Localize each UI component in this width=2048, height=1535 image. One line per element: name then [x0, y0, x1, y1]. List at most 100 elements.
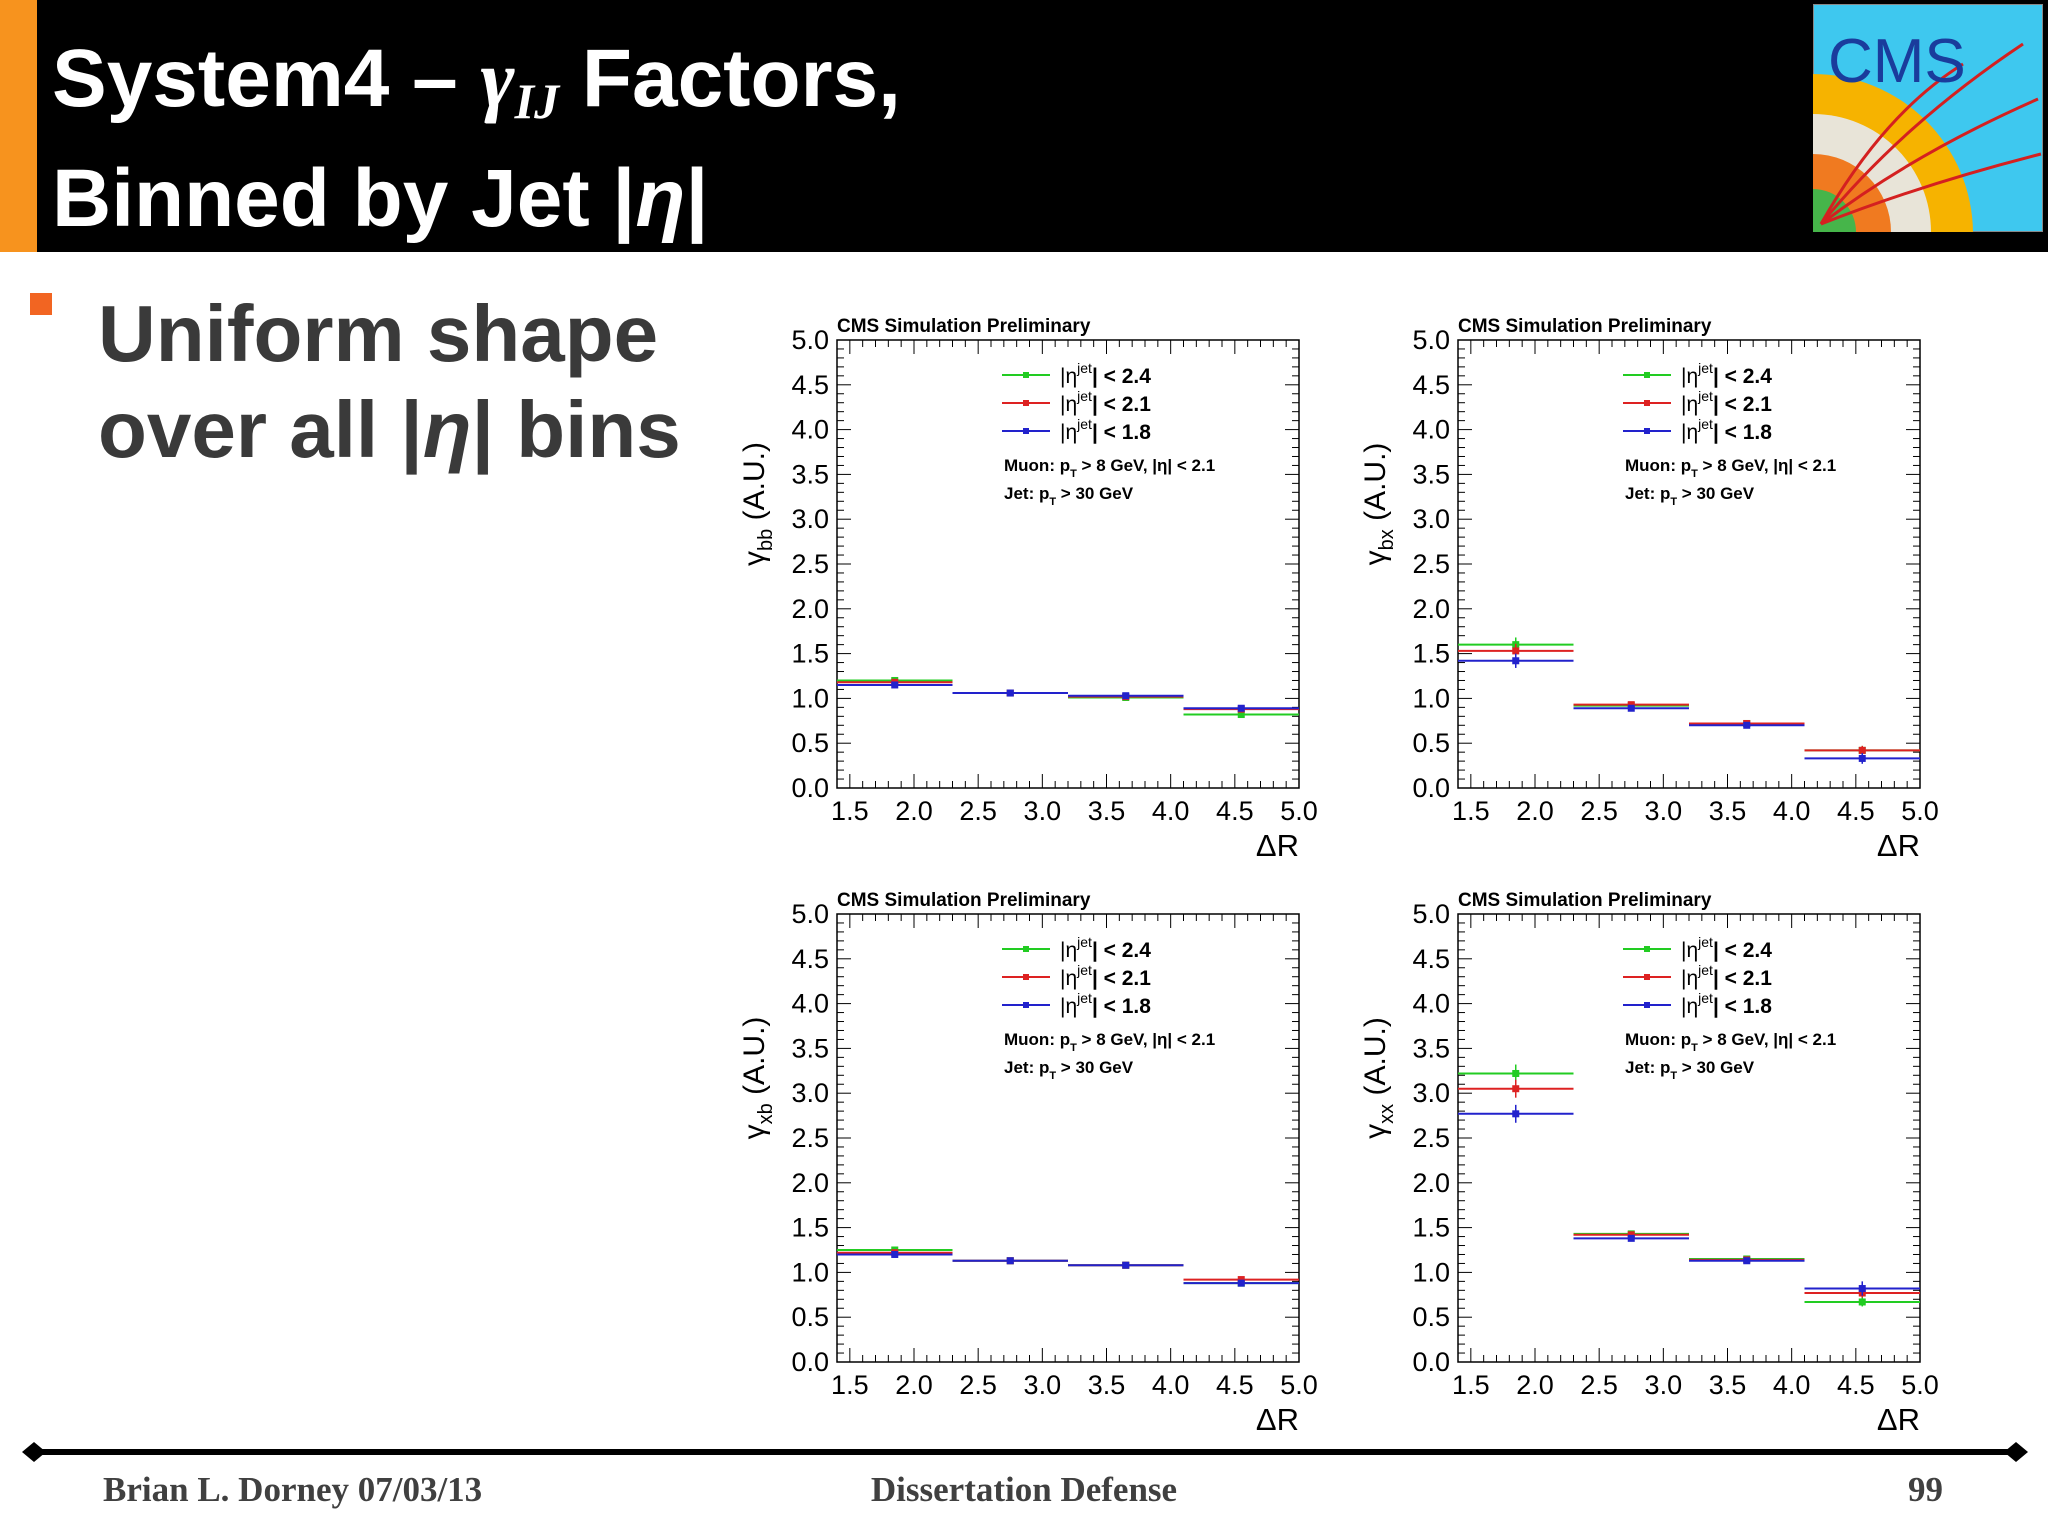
data-point — [1122, 1261, 1130, 1269]
series-0 — [1458, 637, 1920, 755]
legend-entry: |ηjet| < 1.8 — [1060, 416, 1151, 444]
y-tick-label: 0.5 — [1412, 728, 1450, 758]
plot-gamma-bx: 1.5 2.0 2.5 3.0 3.5 4.0 4.5 5.0 0.0 0.5 1.0 1.5 2.0 2… — [1353, 300, 2003, 880]
series-2 — [1458, 653, 1920, 764]
data-point — [1627, 1234, 1635, 1242]
data-point — [1512, 1069, 1520, 1077]
footer-page-number: 99 — [1908, 1470, 1943, 1509]
data-point — [1237, 1276, 1245, 1284]
data-point — [1743, 1257, 1751, 1265]
legend-marker — [1644, 946, 1650, 952]
y-tick-label: 2.5 — [1412, 1123, 1450, 1153]
y-tick-label: 4.5 — [1412, 944, 1450, 974]
data-point — [1512, 1110, 1520, 1118]
y-tick-label: 5.0 — [1412, 325, 1450, 355]
y-tick-label: 1.0 — [791, 683, 829, 713]
chart-svg: 1.5 2.0 2.5 3.0 3.5 4.0 4.5 5.0 0.0 0.5 1.0 1.5 2.0 2… — [1359, 890, 1939, 1437]
x-tick-label: 3.0 — [1645, 796, 1683, 826]
y-tick-label: 2.0 — [1412, 1168, 1450, 1198]
y-tick-label: 2.5 — [791, 549, 829, 579]
x-tick-label: 4.5 — [1837, 796, 1875, 826]
y-axis-label: γbx (A.U.) — [1359, 443, 1398, 566]
footer-event: Dissertation Defense — [870, 1470, 1178, 1509]
y-tick-label: 3.0 — [1412, 504, 1450, 534]
y-tick-label: 1.5 — [791, 639, 829, 669]
y-tick-label: 4.0 — [791, 989, 829, 1019]
data-point — [1858, 1298, 1866, 1306]
data-point — [1627, 704, 1635, 712]
x-tick-label: 2.0 — [895, 1370, 933, 1400]
legend-marker — [1644, 400, 1650, 406]
data-point — [1858, 746, 1866, 754]
x-axis-label: ΔR — [1256, 828, 1299, 863]
title-line2-prefix: Binned by Jet | — [52, 153, 636, 244]
legend-entry: |ηjet| < 2.1 — [1060, 388, 1151, 416]
series-0 — [1458, 1064, 1920, 1307]
data-point — [1237, 711, 1245, 719]
data-point — [1743, 721, 1751, 729]
y-tick-label: 4.0 — [791, 415, 829, 445]
y-tick-label: 2.5 — [1412, 549, 1450, 579]
annotation-muon: Muon: pT > 8 GeV, |η| < 2.1 — [1625, 456, 1836, 480]
x-tick-label: 3.0 — [1024, 1370, 1062, 1400]
y-tick-label: 0.5 — [791, 1302, 829, 1332]
y-tick-label: 4.0 — [1412, 415, 1450, 445]
y-tick-label: 3.0 — [791, 1078, 829, 1108]
annotation-muon: Muon: pT > 8 GeV, |η| < 2.1 — [1004, 456, 1215, 480]
legend-marker — [1023, 1002, 1029, 1008]
title-suffix: Factors, — [559, 33, 901, 124]
data-point — [1512, 657, 1520, 665]
y-tick-label: 4.5 — [1412, 370, 1450, 400]
x-tick-label: 5.0 — [1901, 796, 1939, 826]
y-tick-label: 3.0 — [1412, 1078, 1450, 1108]
cms-logo-graphic: CMS — [1812, 3, 2044, 233]
data-point — [1627, 1231, 1635, 1239]
footer-divider — [22, 1442, 2028, 1462]
slide-title: System4 – γIJ Factors, Binned by Jet |η| — [52, 30, 901, 248]
y-tick-label: 0.5 — [791, 728, 829, 758]
x-tick-label: 3.5 — [1709, 1370, 1747, 1400]
title-eta: η — [635, 153, 686, 244]
legend-marker — [1644, 428, 1650, 434]
legend-entry: |ηjet| < 1.8 — [1060, 990, 1151, 1018]
y-tick-label: 1.5 — [1412, 1213, 1450, 1243]
x-tick-label: 2.0 — [895, 796, 933, 826]
y-tick-label: 5.0 — [791, 325, 829, 355]
legend-entry: |ηjet| < 2.4 — [1681, 934, 1772, 962]
bullet-line2-prefix: over all | — [98, 385, 423, 474]
legend-marker — [1644, 372, 1650, 378]
x-tick-label: 5.0 — [1901, 1370, 1939, 1400]
y-tick-label: 1.5 — [791, 1213, 829, 1243]
title-gamma-symbol: γ — [480, 33, 515, 124]
x-tick-label: 3.0 — [1024, 796, 1062, 826]
y-tick-label: 2.0 — [791, 1168, 829, 1198]
legend-marker — [1023, 400, 1029, 406]
x-tick-label: 1.5 — [831, 796, 869, 826]
legend-entry: |ηjet| < 2.4 — [1060, 934, 1151, 962]
y-tick-label: 3.5 — [1412, 1033, 1450, 1063]
y-tick-label: 3.0 — [791, 504, 829, 534]
legend-entry: |ηjet| < 2.1 — [1681, 962, 1772, 990]
data-point — [1237, 1279, 1245, 1287]
x-axis-label: ΔR — [1877, 828, 1920, 863]
series-2 — [837, 1250, 1299, 1287]
y-tick-label: 1.5 — [1412, 639, 1450, 669]
data-point — [1512, 1085, 1520, 1093]
series-1 — [1458, 1079, 1920, 1298]
data-point — [1627, 701, 1635, 709]
x-tick-label: 1.5 — [1452, 1370, 1490, 1400]
y-tick-label: 4.0 — [1412, 989, 1450, 1019]
chart-svg: 1.5 2.0 2.5 3.0 3.5 4.0 4.5 5.0 0.0 0.5 1.0 1.5 2.0 2… — [738, 316, 1318, 863]
x-tick-label: 3.5 — [1709, 796, 1747, 826]
y-tick-label: 3.5 — [791, 1033, 829, 1063]
series-2 — [1458, 1104, 1920, 1296]
y-axis-label: γxx (A.U.) — [1359, 1017, 1398, 1139]
legend-marker — [1023, 372, 1029, 378]
x-tick-label: 4.5 — [1837, 1370, 1875, 1400]
data-point — [891, 681, 899, 689]
x-tick-label: 2.5 — [959, 1370, 997, 1400]
annotation-jet: Jet: pT > 30 GeV — [1004, 1058, 1134, 1082]
x-tick-label: 4.0 — [1152, 796, 1190, 826]
plot-gamma-bb: 1.5 2.0 2.5 3.0 3.5 4.0 4.5 5.0 0.0 0.5 1.0 1.5 2.0 2… — [732, 300, 1382, 880]
data-point — [1006, 689, 1014, 697]
